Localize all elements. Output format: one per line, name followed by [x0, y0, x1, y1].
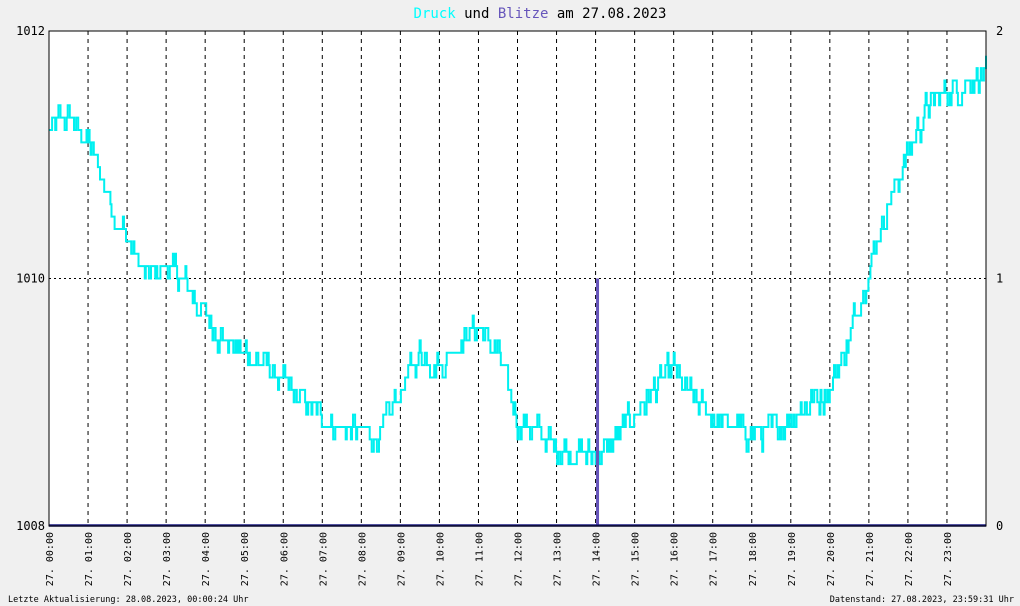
- title-part: und: [456, 6, 498, 22]
- x-tick-label: 27. 05:00: [240, 532, 251, 586]
- x-tick-label: 27. 15:00: [631, 532, 642, 586]
- title-part: am 27.08.2023: [548, 6, 666, 22]
- footer-update-time: Letzte Aktualisierung: 28.08.2023, 00:00…: [8, 595, 249, 605]
- x-tick-label: 27. 23:00: [943, 532, 954, 586]
- x-tick-label: 27. 07:00: [318, 532, 329, 586]
- chart-title: Druck und Blitze am 27.08.2023: [414, 6, 667, 22]
- y-right-tick-label: 1: [996, 272, 1003, 286]
- y-right-tick-label: 2: [996, 24, 1003, 38]
- x-tick-label: 27. 19:00: [787, 532, 798, 586]
- x-tick-label: 27. 13:00: [553, 532, 564, 586]
- x-tick-label: 27. 04:00: [201, 532, 212, 586]
- x-tick-label: 27. 11:00: [474, 532, 485, 586]
- x-axis-labels: 27. 00:00 27. 01:00 27. 02:00 27. 03:00 27. …: [45, 532, 954, 586]
- plot-frame: [48, 30, 987, 527]
- x-tick-label: 27. 21:00: [865, 532, 876, 586]
- x-tick-label: 27. 10:00: [435, 532, 446, 586]
- y-left-tick-label: 1010: [16, 272, 45, 286]
- title-part: Blitze: [498, 6, 549, 22]
- footer-data-time: Datenstand: 27.08.2023, 23:59:31 Uhr: [830, 595, 1014, 605]
- y-left-tick-label: 1012: [16, 24, 45, 38]
- x-tick-label: 27. 16:00: [670, 532, 681, 586]
- left-axis-labels: 1008 1010 1012: [16, 24, 45, 533]
- x-tick-label: 27. 08:00: [357, 532, 368, 586]
- y-right-tick-label: 0: [996, 519, 1003, 533]
- x-tick-label: 27. 09:00: [396, 532, 407, 586]
- x-tick-label: 27. 00:00: [45, 532, 56, 586]
- grid-lines: [49, 30, 986, 526]
- x-tick-label: 27. 02:00: [123, 532, 134, 586]
- x-tick-label: 27. 03:00: [162, 532, 173, 586]
- y-left-tick-label: 1008: [16, 519, 45, 533]
- x-tick-label: 27. 17:00: [709, 532, 720, 586]
- x-tick-label: 27. 06:00: [279, 532, 290, 586]
- x-tick-label: 27. 22:00: [904, 532, 915, 586]
- x-tick-label: 27. 20:00: [826, 532, 837, 586]
- pressure-line: [49, 55, 987, 466]
- x-tick-label: 27. 18:00: [748, 532, 759, 586]
- pressure-series: [49, 55, 987, 466]
- x-tick-label: 27. 01:00: [84, 532, 95, 586]
- right-axis-labels: 0 1 2: [996, 24, 1003, 533]
- x-tick-label: 27. 12:00: [514, 532, 525, 586]
- x-tick-label: 27. 14:00: [592, 532, 603, 586]
- title-part: Druck: [414, 6, 457, 22]
